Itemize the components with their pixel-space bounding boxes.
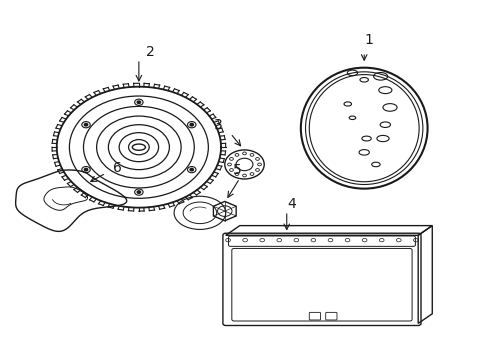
- Text: 3: 3: [214, 118, 223, 132]
- Text: 6: 6: [113, 161, 122, 175]
- Circle shape: [84, 123, 87, 126]
- Circle shape: [137, 101, 140, 103]
- Text: 1: 1: [364, 33, 372, 47]
- Text: 5: 5: [233, 163, 242, 177]
- Circle shape: [137, 191, 140, 193]
- Text: 2: 2: [146, 45, 155, 59]
- Circle shape: [84, 168, 87, 171]
- Circle shape: [190, 168, 193, 171]
- Circle shape: [190, 123, 193, 126]
- Text: 4: 4: [286, 197, 295, 211]
